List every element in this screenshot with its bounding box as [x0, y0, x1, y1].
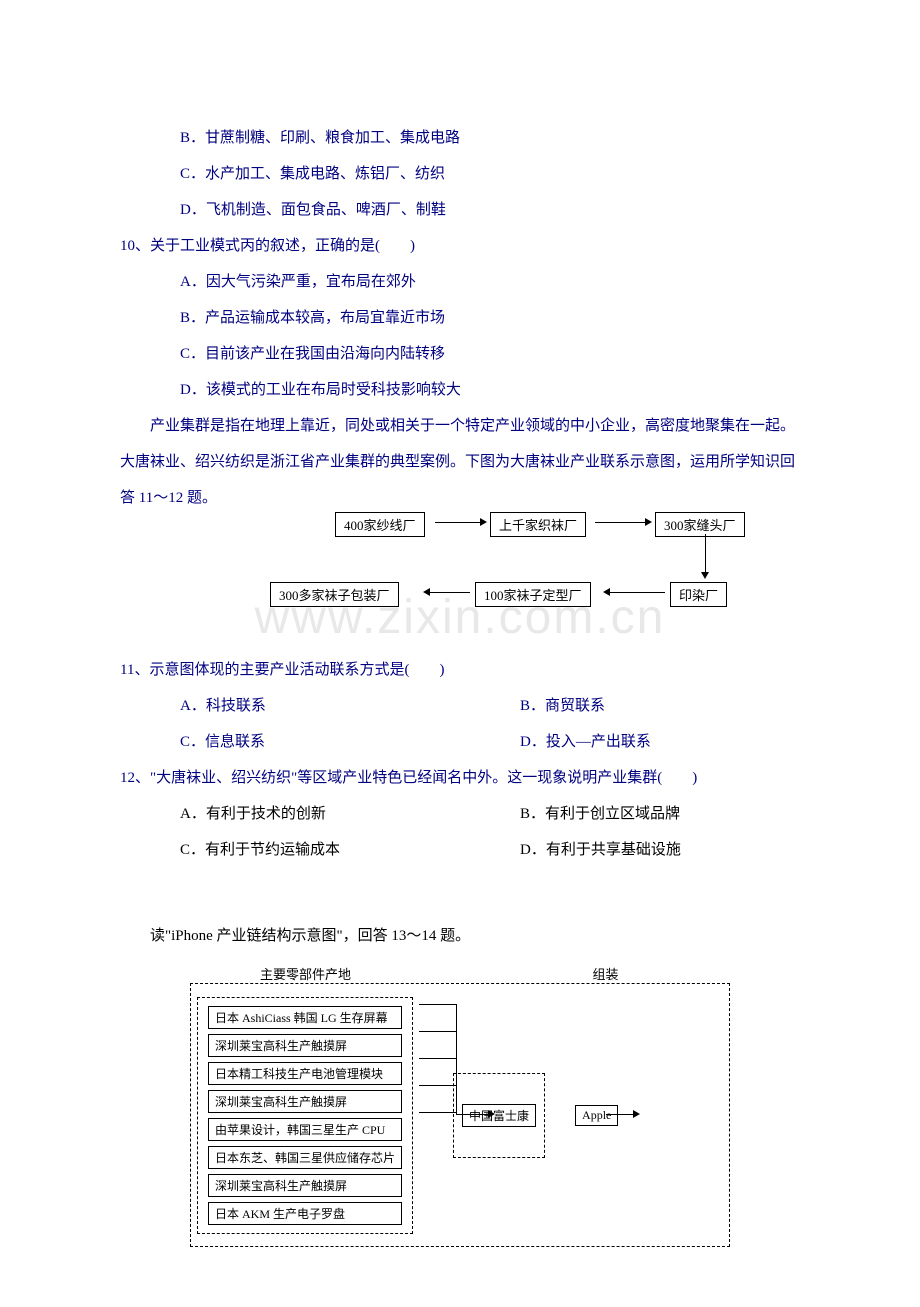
para-cluster: 产业集群是指在地理上靠近，同处或相关于一个特定产业领域的中小企业，高密度地聚集在… [120, 408, 800, 516]
q11-b: B．商贸联系 [520, 688, 860, 724]
diag2-mid-group: 中国富士康 [453, 1073, 545, 1158]
q11-a: A．科技联系 [180, 688, 520, 724]
q11-c: C．信息联系 [180, 724, 520, 760]
q10-stem: 10、关于工业模式丙的叙述，正确的是( ) [120, 228, 800, 264]
diag2-header-right: 组装 [421, 964, 730, 983]
q10-d: D．该模式的工业在布局时受科技影响较大 [180, 372, 800, 408]
diag2-header-left: 主要零部件产地 [190, 964, 421, 983]
q12-a: A．有利于技术的创新 [180, 796, 520, 832]
para-iphone: 读"iPhone 产业链结构示意图"，回答 13～14 题。 [120, 918, 800, 954]
diag2-left-group: 日本 AshiCiass 韩国 LG 生存屏幕 深圳莱宝高科生产触摸屏 日本精工… [197, 997, 413, 1234]
flow-box-6: 300多家袜子包装厂 [270, 582, 399, 607]
opt-b: B．甘蔗制糖、印刷、粮食加工、集成电路 [180, 120, 800, 156]
q10-c: C．目前该产业在我国由沿海向内陆转移 [180, 336, 800, 372]
q12-d: D．有利于共享基础设施 [520, 832, 860, 868]
q10-a: A．因大气污染严重，宜布局在郊外 [180, 264, 800, 300]
opt-d: D．飞机制造、面包食品、啤酒厂、制鞋 [180, 192, 800, 228]
q11-stem: 11、示意图体现的主要产业活动联系方式是( ) [120, 652, 800, 688]
q12-c: C．有利于节约运输成本 [180, 832, 520, 868]
diag2-item-3: 深圳莱宝高科生产触摸屏 [208, 1090, 402, 1113]
iphone-chain-diagram: 主要零部件产地 组装 日本 AshiCiass 韩国 LG 生存屏幕 深圳莱宝高… [190, 964, 730, 1247]
q10-b: B．产品运输成本较高，布局宜靠近市场 [180, 300, 800, 336]
diag2-item-0: 日本 AshiCiass 韩国 LG 生存屏幕 [208, 1006, 402, 1029]
diag2-item-5: 日本东芝、韩国三星供应储存芯片 [208, 1146, 402, 1169]
diag2-item-4: 由苹果设计，韩国三星生产 CPU [208, 1118, 402, 1141]
diag2-item-6: 深圳莱宝高科生产触摸屏 [208, 1174, 402, 1197]
diag2-right: Apple [575, 1105, 618, 1126]
diag2-item-7: 日本 AKM 生产电子罗盘 [208, 1202, 402, 1225]
opt-c: C．水产加工、集成电路、炼铝厂、纺织 [180, 156, 800, 192]
diag2-item-1: 深圳莱宝高科生产触摸屏 [208, 1034, 402, 1057]
flow-box-3: 300家缝头厂 [655, 512, 745, 537]
flow-diagram-datang: 400家纱线厂 上千家织袜厂 300家缝头厂 印染厂 100家袜子定型厂 300… [120, 512, 800, 622]
diag2-mid: 中国富士康 [462, 1104, 536, 1127]
q12-stem: 12、"大唐袜业、绍兴纺织"等区域产业特色已经闻名中外。这一现象说明产业集群( … [120, 760, 800, 796]
diag2-item-2: 日本精工科技生产电池管理模块 [208, 1062, 402, 1085]
flow-box-1: 400家纱线厂 [335, 512, 425, 537]
flow-box-2: 上千家织袜厂 [490, 512, 586, 537]
q11-d: D．投入—产出联系 [520, 724, 860, 760]
flow-box-4: 印染厂 [670, 582, 727, 607]
flow-box-5: 100家袜子定型厂 [475, 582, 591, 607]
q12-b: B．有利于创立区域品牌 [520, 796, 860, 832]
